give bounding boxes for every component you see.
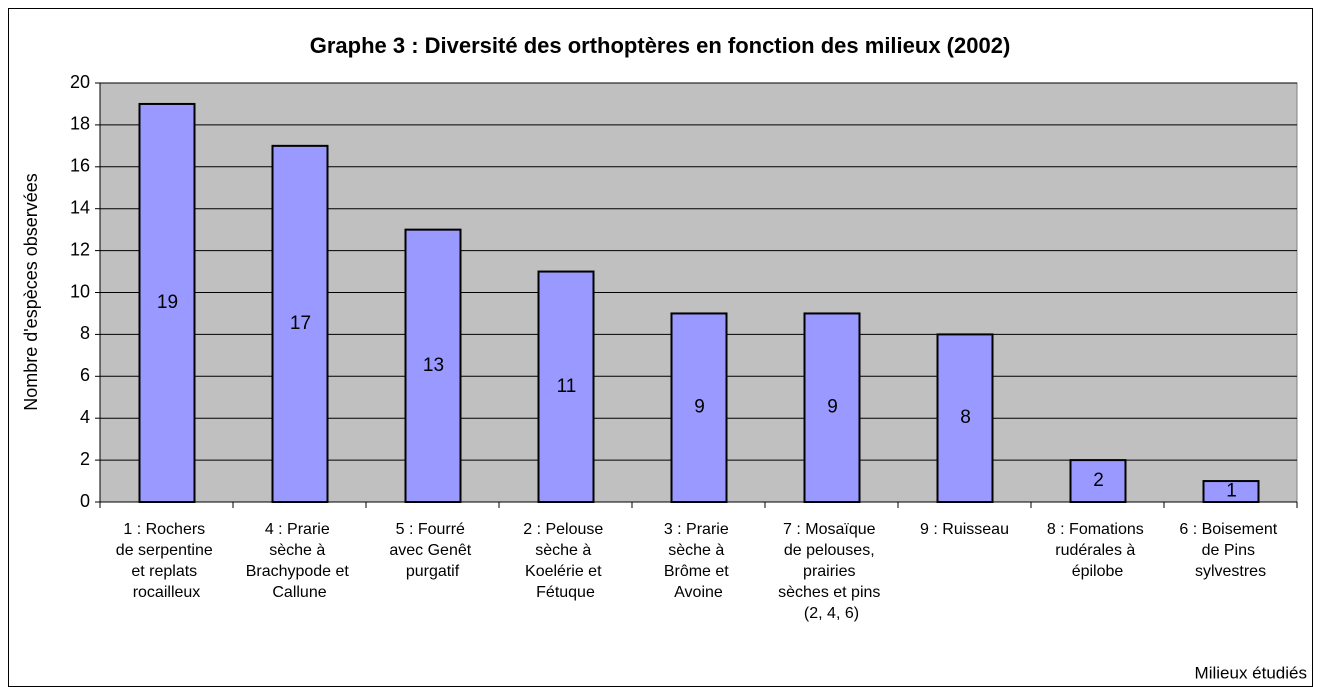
x-tick-label: 8 : Fomations rudérales à épilobe — [1047, 521, 1148, 580]
data-label: 9 — [827, 397, 838, 418]
data-label: 8 — [960, 407, 971, 428]
y-tick-label: 16 — [70, 156, 90, 176]
y-tick-label: 4 — [80, 407, 90, 427]
x-tick-label: 9 : Ruisseau — [920, 521, 1009, 538]
data-label: 2 — [1093, 470, 1104, 491]
bar — [936, 333, 994, 503]
y-tick-label: 2 — [80, 449, 90, 469]
bar — [1202, 480, 1260, 503]
y-tick-label: 0 — [80, 491, 90, 511]
bar — [803, 312, 861, 504]
x-tick-label: 5 : Fourré avec Genêt purgatif — [389, 521, 475, 580]
x-tick-label: 1 : Rochers de serpentine et replats roc… — [116, 521, 217, 601]
y-tick-label: 14 — [70, 197, 90, 217]
x-tick-label: 4 : Prarie sèche à Brachypode et Callune — [246, 521, 354, 601]
y-tick-label: 6 — [80, 365, 90, 385]
y-tick-label: 8 — [80, 323, 90, 343]
data-label: 11 — [557, 376, 577, 397]
bar — [138, 102, 196, 503]
bar — [670, 312, 728, 504]
x-tick-label: 3 : Prarie sèche à Brôme et Avoine — [664, 521, 733, 601]
x-tick-label: 7 : Mosaïque de pelouses, prairies sèche… — [778, 521, 885, 622]
bar — [271, 144, 329, 503]
y-tick-label: 18 — [70, 114, 90, 134]
x-tick-label: 2 : Pelouse sèche à Koelérie et Fétuque — [523, 521, 608, 601]
bar — [404, 228, 462, 503]
data-label: 13 — [423, 355, 444, 376]
y-tick-label: 20 — [70, 72, 90, 92]
chart-title: Graphe 3 : Diversité des orthoptères en … — [310, 33, 1011, 58]
x-tick-label: 6 : Boisement de Pins sylvestres — [1179, 521, 1281, 580]
y-tick-label: 10 — [70, 281, 90, 301]
data-label: 1 — [1226, 481, 1237, 502]
data-label: 9 — [694, 397, 705, 418]
bar — [1069, 459, 1127, 504]
bar — [537, 270, 595, 503]
y-tick-label: 12 — [70, 239, 90, 259]
data-label: 17 — [290, 313, 311, 334]
y-axis-label: Nombre d'espèces observées — [21, 173, 41, 411]
data-label: 19 — [157, 292, 178, 313]
x-axis-label: Milieux étudiés — [1195, 663, 1307, 682]
